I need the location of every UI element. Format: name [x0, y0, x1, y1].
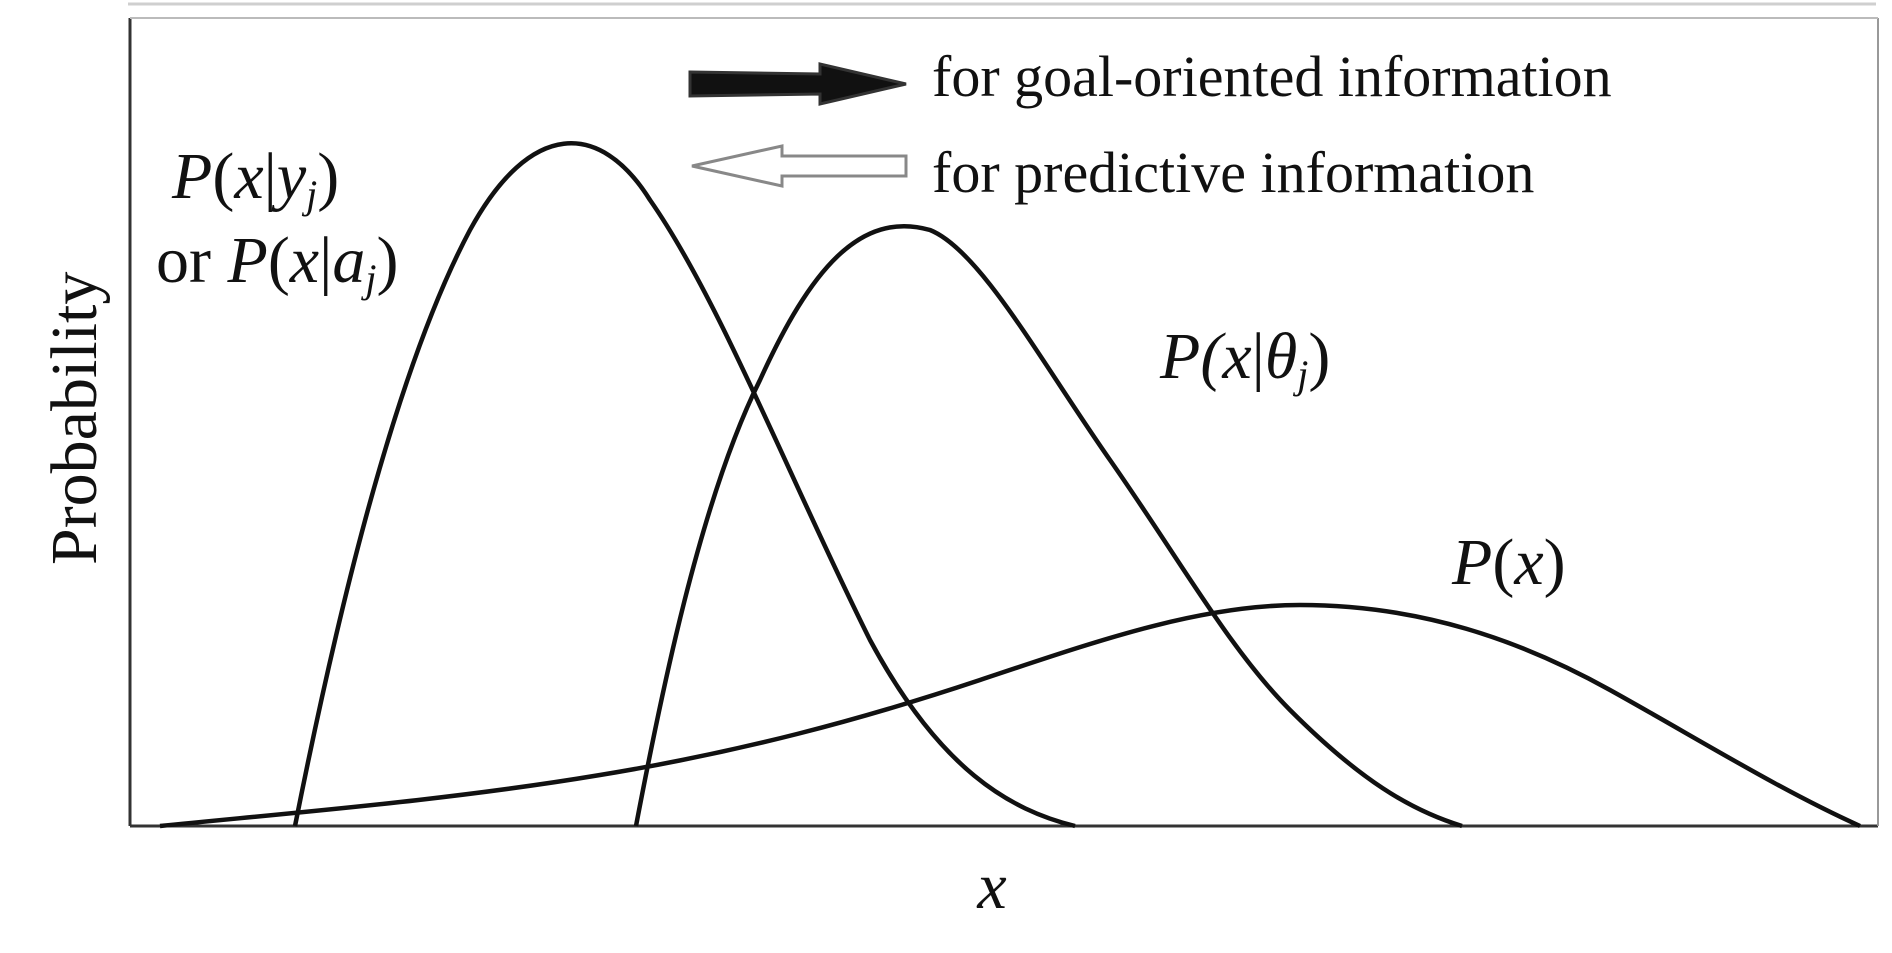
sym-p: P: [171, 140, 212, 213]
sym-bar: |: [264, 140, 277, 213]
sym-p: P: [1451, 526, 1492, 599]
sym-p: P: [1159, 320, 1200, 393]
sym-theta: θ: [1265, 320, 1297, 393]
label-p-x-given-a: or P(x|aj): [156, 224, 398, 301]
y-axis-label: Probability: [38, 272, 111, 565]
label-p-x-given-y: P(x|yj): [171, 140, 339, 217]
sym-x: x: [233, 140, 263, 213]
curve-p-x-given-theta: [633, 223, 1463, 829]
curve-p-x: [159, 602, 1861, 829]
solid-black-arrow-icon: [688, 62, 907, 106]
sym-close: ): [1544, 526, 1566, 599]
x-axis-label: x: [976, 850, 1006, 923]
sym-bar: |: [319, 224, 332, 297]
hollow-gray-arrow-icon: [691, 144, 908, 188]
sym-close: ): [376, 224, 398, 297]
sym-open: (: [1492, 526, 1514, 599]
sym-sub-j: j: [301, 172, 317, 217]
curve-p-x-given-y: [292, 141, 1076, 829]
sym-open: (: [212, 140, 234, 213]
sym-x: x: [1221, 320, 1251, 393]
sym-sub-j: j: [360, 256, 376, 301]
sym-close: ): [317, 140, 339, 213]
legend-goal-oriented: for goal-oriented information: [932, 44, 1612, 109]
sym-a: a: [332, 224, 365, 297]
sym-sub-j: j: [1292, 352, 1308, 397]
legend-predictive: for predictive information: [932, 140, 1534, 205]
sym-x: x: [289, 224, 319, 297]
label-p-x: P(x): [1451, 526, 1566, 599]
sym-x: x: [1513, 526, 1543, 599]
sym-or: or: [156, 224, 227, 297]
sym-bar: |: [1252, 320, 1265, 393]
sym-y: y: [271, 140, 307, 213]
sym-open: (: [1200, 320, 1226, 393]
sym-close: ): [1308, 320, 1330, 393]
sym-p: P: [226, 224, 267, 297]
sym-open: (: [268, 224, 290, 297]
label-p-x-given-theta: P(x|θj): [1159, 320, 1330, 397]
